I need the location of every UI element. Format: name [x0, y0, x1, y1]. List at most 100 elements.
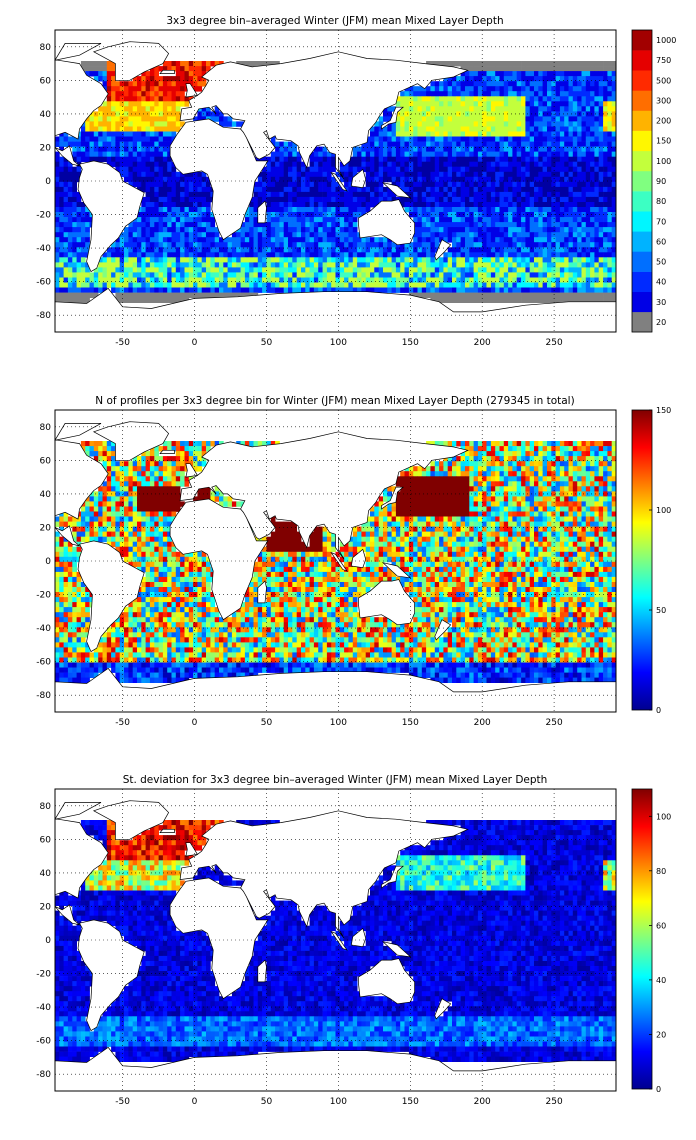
- data-cell: [555, 151, 561, 157]
- data-cell: [607, 61, 613, 67]
- data-cell: [590, 131, 595, 137]
- data-cell: [551, 176, 556, 183]
- data-cell: [141, 282, 146, 288]
- data-cell: [357, 202, 362, 208]
- data-cell: [275, 176, 280, 183]
- data-cell: [72, 282, 77, 288]
- data-cell: [547, 217, 552, 223]
- data-cell: [434, 126, 440, 132]
- data-cell: [555, 186, 561, 193]
- data-cell: [313, 217, 319, 223]
- data-cell: [538, 252, 543, 258]
- data-cell: [559, 76, 565, 82]
- data-cell: [249, 242, 254, 248]
- data-cell: [128, 222, 134, 228]
- data-cell: [572, 456, 578, 462]
- data-cell: [322, 257, 328, 263]
- data-cell: [551, 292, 556, 298]
- data-cell: [322, 212, 328, 218]
- data-cell: [206, 441, 211, 447]
- data-cell: [512, 451, 518, 457]
- data-cell: [262, 262, 267, 268]
- data-cell: [339, 161, 345, 168]
- data-cell: [512, 71, 518, 77]
- data-cell: [154, 277, 159, 283]
- data-cell: [525, 61, 531, 67]
- data-cell: [447, 262, 453, 268]
- data-cell: [214, 287, 220, 293]
- data-cell: [421, 86, 427, 92]
- data-cell: [227, 121, 233, 127]
- data-cell: [460, 227, 466, 233]
- data-cell: [529, 451, 535, 457]
- data-cell: [201, 202, 207, 208]
- data-cell: [590, 116, 595, 122]
- data-cell: [590, 297, 595, 303]
- data-cell: [598, 116, 604, 122]
- data-cell: [141, 456, 146, 462]
- data-cell: [365, 141, 371, 147]
- data-cell: [564, 257, 569, 263]
- data-cell: [598, 126, 604, 132]
- data-cell: [434, 191, 440, 198]
- data-cell: [521, 66, 526, 72]
- data-cell: [443, 287, 449, 293]
- data-cell: [365, 191, 371, 198]
- data-cell: [249, 222, 254, 228]
- data-cell: [465, 86, 470, 92]
- data-cell: [430, 287, 436, 293]
- data-cell: [132, 151, 138, 157]
- data-cell: [162, 217, 168, 223]
- data-cell: [572, 196, 578, 203]
- data-cell: [227, 267, 233, 273]
- data-cell: [607, 292, 613, 298]
- data-cell: [447, 227, 453, 233]
- data-cell: [490, 292, 496, 298]
- data-cell: [529, 131, 535, 137]
- data-cell: [503, 202, 509, 208]
- data-cell: [137, 106, 142, 112]
- data-cell: [197, 86, 203, 92]
- data-cell: [283, 237, 289, 243]
- data-cell: [421, 287, 427, 293]
- data-cell: [585, 86, 591, 92]
- data-cell: [469, 161, 474, 168]
- data-cell: [331, 287, 336, 293]
- data-cell: [89, 287, 95, 293]
- data-cell: [331, 181, 336, 188]
- data-cell: [508, 202, 513, 208]
- data-cell: [175, 96, 181, 102]
- data-cell: [158, 287, 164, 293]
- data-cell: [547, 267, 552, 273]
- data-cell: [568, 207, 574, 213]
- data-cell: [322, 242, 328, 248]
- data-cell: [594, 287, 600, 293]
- data-cell: [547, 277, 552, 283]
- data-cell: [378, 267, 384, 273]
- data-cell: [585, 116, 591, 122]
- data-cell: [292, 272, 297, 278]
- data-cell: [197, 202, 203, 208]
- data-cell: [547, 441, 552, 447]
- data-cell: [607, 262, 613, 268]
- data-cell: [611, 91, 617, 97]
- data-cell: [141, 247, 146, 253]
- data-cell: [568, 186, 574, 193]
- data-cell: [167, 186, 172, 193]
- data-cell: [607, 247, 613, 253]
- data-cell: [559, 242, 565, 248]
- data-cell: [590, 446, 595, 452]
- data-cell: [111, 96, 116, 102]
- coastline-12: [381, 182, 412, 199]
- data-cell: [348, 156, 354, 163]
- data-cell: [395, 131, 401, 137]
- data-cell: [525, 247, 531, 253]
- data-cell: [477, 121, 483, 127]
- data-cell: [145, 262, 151, 268]
- data-cell: [434, 232, 440, 238]
- data-cell: [253, 196, 259, 203]
- data-cell: [383, 116, 388, 122]
- data-cell: [512, 61, 518, 67]
- data-cell: [244, 242, 250, 248]
- data-cell: [124, 287, 129, 293]
